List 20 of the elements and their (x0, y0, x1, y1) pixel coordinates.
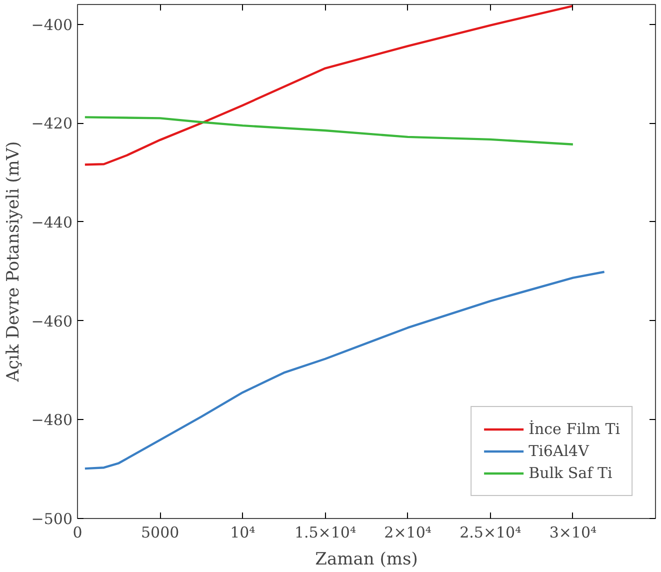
x-tick-label: 10⁴ (230, 524, 256, 542)
x-tick-label: 2.5×10⁴ (460, 524, 522, 542)
line-series (84, 4, 574, 166)
x-tick-label: 3×10⁴ (549, 524, 597, 542)
y-tick-label: −460 (31, 312, 73, 330)
legend-label: İnce Film Ti (528, 420, 620, 438)
x-tick-label: 5000 (140, 524, 180, 542)
x-tick-label: 0 (72, 524, 82, 542)
y-tick-label: −480 (31, 411, 73, 430)
y-tick-label: −440 (31, 213, 73, 232)
x-tick-label: 1.5×10⁴ (294, 524, 356, 542)
y-tick-label: −400 (31, 16, 73, 34)
legend-label: Ti6Al4V (528, 442, 589, 460)
x-tick-label: 2×10⁴ (384, 524, 432, 542)
y-tick-label: −420 (31, 114, 73, 133)
x-axis-title: Zaman (ms) (315, 550, 418, 570)
y-tick-label: −500 (31, 510, 73, 528)
y-axis-title: Açık Devre Potansiyeli (mV) (3, 141, 24, 383)
line-series (84, 116, 574, 146)
legend-label: Bulk Saf Ti (528, 464, 612, 482)
